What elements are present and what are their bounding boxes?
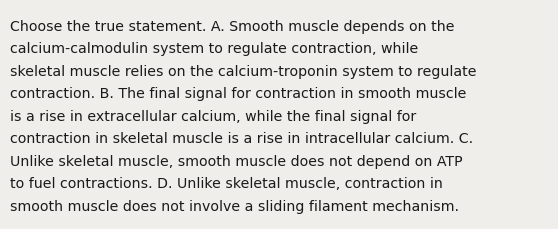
Text: skeletal muscle relies on the calcium-troponin system to regulate: skeletal muscle relies on the calcium-tr… — [10, 64, 477, 78]
Text: smooth muscle does not involve a sliding filament mechanism.: smooth muscle does not involve a sliding… — [10, 199, 459, 213]
Text: Unlike skeletal muscle, smooth muscle does not depend on ATP: Unlike skeletal muscle, smooth muscle do… — [10, 154, 463, 168]
Text: is a rise in extracellular calcium, while the final signal for: is a rise in extracellular calcium, whil… — [10, 109, 416, 123]
Text: contraction in skeletal muscle is a rise in intracellular calcium. C.: contraction in skeletal muscle is a rise… — [10, 132, 473, 146]
Text: to fuel contractions. D. Unlike skeletal muscle, contraction in: to fuel contractions. D. Unlike skeletal… — [10, 177, 443, 191]
Text: calcium-calmodulin system to regulate contraction, while: calcium-calmodulin system to regulate co… — [10, 42, 418, 56]
Text: Choose the true statement. A. Smooth muscle depends on the: Choose the true statement. A. Smooth mus… — [10, 19, 455, 33]
Text: contraction. B. The final signal for contraction in smooth muscle: contraction. B. The final signal for con… — [10, 87, 466, 101]
